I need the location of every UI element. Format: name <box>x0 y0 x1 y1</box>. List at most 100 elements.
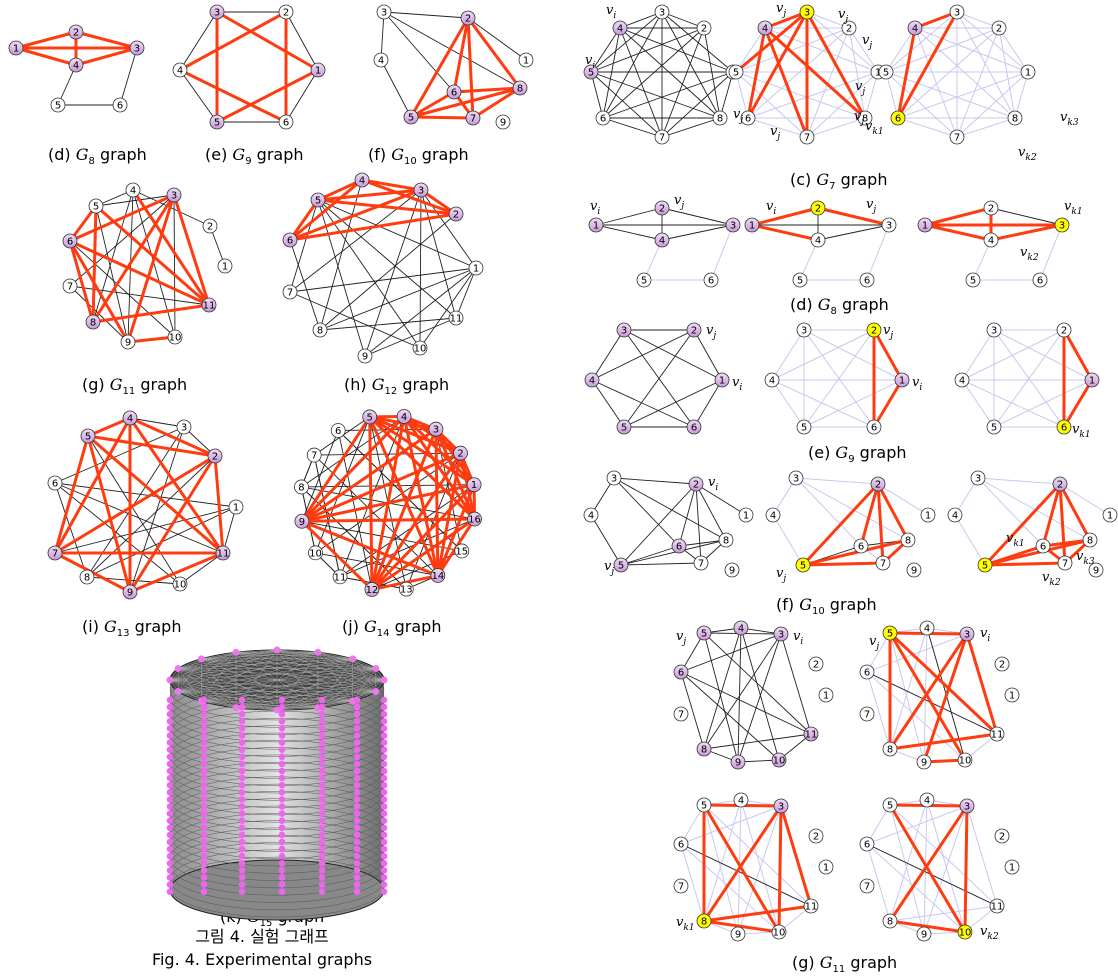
clique-edge <box>751 206 819 227</box>
node-number: 11 <box>991 902 1004 913</box>
vk1-label: vk1 <box>1072 422 1091 440</box>
graph-edge <box>680 671 705 750</box>
node-number: 2 <box>996 24 1002 35</box>
graph-edge <box>620 545 680 566</box>
vj-label: vj <box>676 629 686 647</box>
faint-edge <box>961 329 995 381</box>
cylinder-top-edge <box>235 658 353 708</box>
graph-edge <box>383 11 521 89</box>
node-number: 6 <box>678 840 684 851</box>
node-3: 3 <box>1054 217 1070 233</box>
node-7: 7 <box>282 284 298 300</box>
faint-edge <box>914 27 958 138</box>
cylinder-node <box>380 781 388 789</box>
cylinder-node <box>238 718 246 725</box>
clique-edge <box>87 416 131 438</box>
cylinder-node <box>318 852 326 860</box>
clique-edge <box>990 223 1063 242</box>
node-number: 5 <box>367 412 373 423</box>
node-number: 4 <box>769 376 775 387</box>
faint-edge <box>977 477 1044 547</box>
node-number: 8 <box>317 326 323 337</box>
node-2: 2 <box>460 10 476 26</box>
cylinder-node <box>372 665 380 673</box>
graph-edge <box>222 506 237 554</box>
node-3: 3 <box>616 322 632 338</box>
node-7: 7 <box>859 706 875 722</box>
node-5: 5 <box>696 797 712 813</box>
node-6: 6 <box>703 272 719 288</box>
node-number: 5 <box>801 423 807 434</box>
cylinder-top-edge <box>169 652 237 681</box>
node-11: 11 <box>989 898 1005 914</box>
node-6: 6 <box>686 419 702 435</box>
faint-edge <box>735 27 766 73</box>
node-number: 8 <box>517 84 523 95</box>
node-number: 7 <box>864 710 870 721</box>
faint-edge <box>806 27 850 138</box>
node-number: 7 <box>880 559 886 570</box>
node-number: 1 <box>719 376 725 387</box>
node-4: 4 <box>733 620 749 636</box>
cylinder-node <box>380 803 388 810</box>
faint-edge <box>848 27 866 119</box>
graph-edge <box>129 417 185 428</box>
node-4: 4 <box>68 57 84 73</box>
graph-edge <box>179 69 218 123</box>
cylinder-node <box>318 789 326 796</box>
clique-edge <box>301 519 439 577</box>
node-6: 6 <box>859 836 875 852</box>
graph-edge <box>380 59 412 118</box>
vj-label: vj <box>854 109 864 127</box>
cylinder-node <box>200 739 208 746</box>
node-5: 5 <box>728 64 744 80</box>
node-1: 1 <box>714 372 730 388</box>
node-3: 3 <box>949 4 965 20</box>
cylinder-node <box>166 781 174 789</box>
cylinder-node <box>166 796 174 803</box>
faint-edge <box>735 71 749 119</box>
node-3: 3 <box>428 421 444 437</box>
clique-edge <box>126 194 176 343</box>
node-2: 2 <box>991 20 1007 36</box>
node-number: 8 <box>717 114 723 125</box>
cylinder-top-edge <box>178 668 385 681</box>
graph-edge <box>780 633 812 735</box>
graph-edge <box>95 194 175 207</box>
graph-edge <box>661 117 721 138</box>
clique-edge <box>764 10 808 30</box>
cylinder-top-edge <box>317 652 353 660</box>
node-number: 1 <box>593 221 599 232</box>
graph-edge <box>602 71 734 119</box>
cylinder-node <box>278 774 286 782</box>
cylinder-top-edge <box>201 649 278 660</box>
node-number: 10 <box>414 344 427 355</box>
cylinder-node <box>238 710 246 718</box>
clique-edge <box>317 188 422 202</box>
node-number: 1 <box>823 863 829 874</box>
clique-edge <box>371 517 476 591</box>
node-4: 4 <box>583 507 599 523</box>
node-number: 10 <box>169 333 182 344</box>
cylinder-node <box>278 718 286 725</box>
cylinder-node <box>380 696 388 704</box>
node-9: 9 <box>730 926 746 942</box>
clique-edge <box>896 11 959 119</box>
cylinder-node <box>353 817 361 824</box>
cylinder-node <box>238 781 246 789</box>
cylinder-node <box>380 739 388 746</box>
clique-edge <box>888 804 967 933</box>
cylinder-node <box>318 718 326 725</box>
node-8: 8 <box>79 569 95 585</box>
node-number: 3 <box>611 474 617 485</box>
node-number: 5 <box>588 68 594 79</box>
node-2: 2 <box>278 4 294 20</box>
faint-edge <box>806 71 879 138</box>
node-number: 6 <box>1061 423 1067 434</box>
cylinder-node <box>318 867 326 874</box>
node-number: 11 <box>450 314 463 325</box>
node-number: 4 <box>617 24 623 35</box>
cylinder-node <box>353 838 361 846</box>
cylinder-node <box>353 831 361 839</box>
faint-edge <box>998 27 1029 73</box>
